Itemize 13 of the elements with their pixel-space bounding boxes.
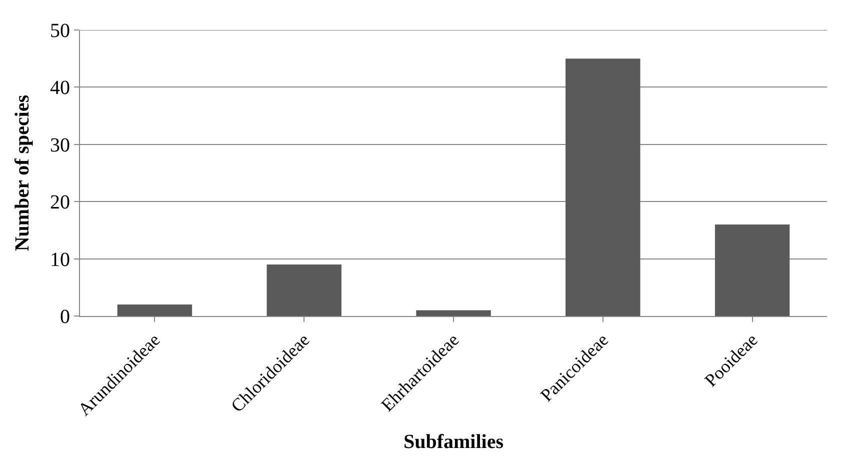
y-tick-label: 10 bbox=[50, 248, 70, 271]
y-tick-label: 30 bbox=[50, 134, 70, 156]
bar bbox=[117, 304, 192, 316]
bar bbox=[714, 224, 790, 316]
bar bbox=[566, 58, 640, 316]
y-tick-label: 50 bbox=[50, 20, 70, 42]
x-axis-title: Subfamilies bbox=[403, 430, 504, 453]
bar bbox=[416, 310, 491, 316]
bar bbox=[266, 264, 342, 316]
y-tick-label: 40 bbox=[50, 77, 70, 100]
y-tick-label: 0 bbox=[60, 306, 70, 328]
y-axis-title: Number of species bbox=[12, 94, 34, 252]
y-tick-label: 20 bbox=[50, 192, 70, 214]
